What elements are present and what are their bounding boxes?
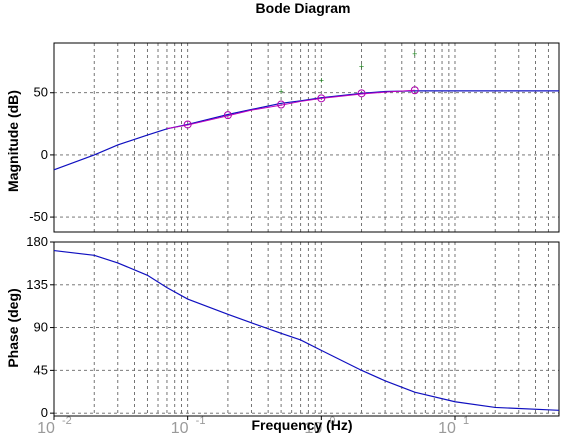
phase-frame — [53, 241, 560, 417]
magnitude-data-point — [277, 100, 286, 109]
magnitude-y-tick-label: -50 — [29, 209, 48, 224]
x-tick-exponent: 1 — [463, 415, 469, 427]
magnitude-primary-series-line — [53, 90, 559, 171]
x-tick-label: 10 — [438, 420, 456, 436]
phase-series-line — [53, 249, 560, 411]
magnitude-data-point — [357, 89, 366, 98]
magnitude-data-point — [223, 111, 232, 120]
magnitude-outlier-point: + — [278, 86, 283, 96]
magnitude-y-tick-label: 0 — [41, 147, 48, 162]
magnitude-secondary-series-line — [166, 89, 415, 130]
magnitude-axis-label: Magnitude (dB) — [5, 90, 21, 192]
x-axis-label: Frequency (Hz) — [251, 417, 352, 433]
magnitude-data-point — [183, 120, 192, 129]
phase-plot-frame — [53, 241, 560, 417]
magnitude-outlier-point: + — [412, 49, 417, 59]
x-tick-label: 10 — [37, 420, 55, 436]
magnitude-y-tick-label: 50 — [34, 85, 48, 100]
phase-y-tick-label: 180 — [26, 234, 48, 249]
x-tick-exponent: -2 — [62, 415, 72, 427]
chart-title: Bode Diagram — [256, 0, 351, 16]
phase-y-tick-label: 0 — [41, 405, 48, 420]
phase-y-tick-label: 45 — [34, 362, 48, 377]
x-tick-label: 10 — [171, 420, 189, 436]
magnitude-y-ticks: -50 0 50 — [29, 85, 54, 224]
phase-axis-label: Phase (deg) — [5, 288, 21, 367]
magnitude-plot-frame — [53, 42, 560, 233]
phase-y-ticks: 0 45 90 135 180 — [26, 234, 54, 420]
x-tick-exponent: 0 — [329, 415, 335, 427]
magnitude-data-point — [317, 94, 326, 103]
x-tick-label: 10 — [304, 420, 322, 436]
magnitude-outlier-point: + — [319, 75, 324, 85]
magnitude-outlier-point: + — [359, 62, 364, 72]
x-tick-exponent: -1 — [196, 415, 206, 427]
phase-y-tick-label: 90 — [34, 320, 48, 335]
phase-series-layer — [53, 249, 560, 411]
magnitude-frame — [53, 42, 560, 233]
magnitude-data-point — [410, 86, 419, 95]
phase-y-tick-label: 135 — [26, 277, 48, 292]
magnitude-series-layer: + + + + — [53, 49, 559, 171]
x-ticks: 10 -2 10 -1 10 0 10 1 — [37, 415, 469, 436]
magnitude-grid — [53, 43, 560, 232]
